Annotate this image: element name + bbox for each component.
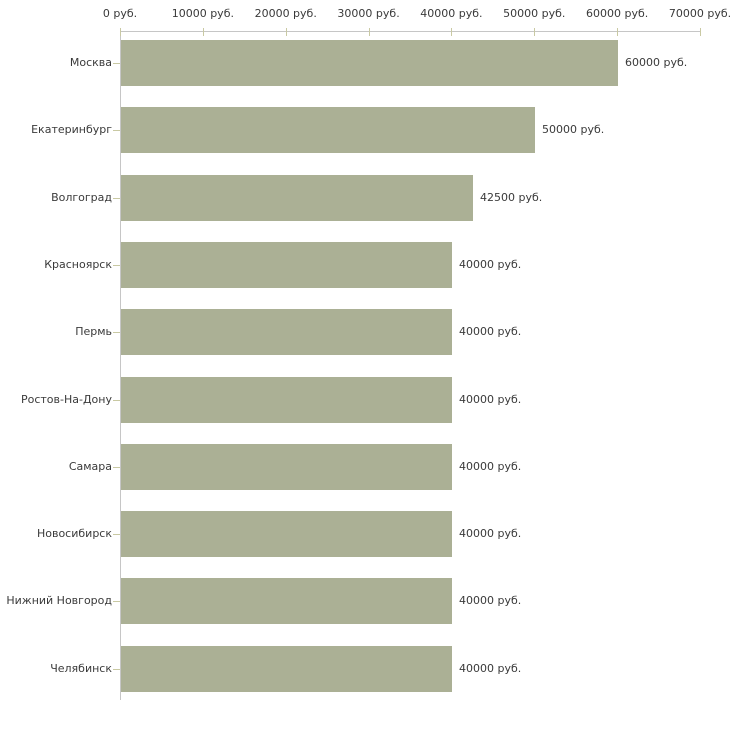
value-label: 42500 руб.: [480, 190, 543, 204]
category-label: Красноярск: [44, 257, 112, 271]
x-axis-tick-mark: [120, 28, 121, 36]
y-axis-tick-mark: [113, 400, 120, 401]
y-axis-tick-mark: [113, 467, 120, 468]
category-label: Ростов-На-Дону: [20, 392, 112, 406]
y-axis-line: [120, 31, 121, 700]
x-axis-tick-label: 0 руб.: [102, 7, 138, 20]
y-axis-tick-mark: [113, 198, 120, 199]
bar: [121, 578, 452, 625]
value-label: 40000 руб.: [459, 527, 522, 541]
y-axis-tick-mark: [113, 265, 120, 266]
category-label: Пермь: [75, 325, 112, 339]
value-label: 40000 руб.: [459, 459, 522, 473]
value-label: 40000 руб.: [459, 257, 522, 271]
bar: [121, 443, 452, 490]
x-axis-tick-mark: [202, 28, 204, 36]
x-axis-tick-mark: [368, 28, 370, 36]
category-label: Волгоград: [51, 190, 112, 204]
category-label: Нижний Новгород: [6, 594, 112, 608]
y-axis-tick-mark: [113, 669, 120, 670]
x-axis-tick-label: 20000 руб.: [254, 7, 317, 20]
x-axis-tick-mark: [451, 28, 453, 36]
y-axis-tick-mark: [113, 534, 120, 535]
category-label: Самара: [68, 459, 112, 473]
bar: [121, 309, 452, 356]
value-label: 40000 руб.: [459, 392, 522, 406]
x-axis-tick-label: 10000 руб.: [171, 7, 234, 20]
value-label: 60000 руб.: [625, 56, 688, 69]
x-axis-tick-label: 30000 руб.: [337, 7, 400, 20]
bar: [121, 645, 452, 692]
bar: [121, 376, 452, 423]
category-label: Москва: [69, 56, 112, 69]
category-label: Новосибирск: [36, 527, 112, 541]
x-axis-tick-label: 70000 руб.: [668, 7, 730, 20]
bar: [121, 40, 618, 86]
x-axis-tick-mark: [617, 28, 619, 36]
bar: [121, 174, 473, 221]
value-label: 40000 руб.: [459, 325, 522, 339]
value-label: 40000 руб.: [459, 594, 522, 608]
x-axis-tick-mark: [285, 28, 287, 36]
x-axis-tick-mark: [700, 28, 701, 36]
bar: [121, 241, 452, 288]
value-label: 50000 руб.: [542, 123, 605, 137]
x-axis-tick-label: 60000 руб.: [586, 7, 649, 20]
y-axis-tick-mark: [113, 601, 120, 602]
x-axis-line: [120, 31, 701, 32]
category-label: Челябинск: [50, 661, 112, 675]
value-label: 40000 руб.: [459, 661, 522, 675]
y-axis-tick-mark: [113, 130, 120, 131]
bar: [121, 107, 535, 154]
x-axis-tick-label: 50000 руб.: [503, 7, 566, 20]
y-axis-tick-mark: [113, 63, 120, 64]
x-axis-tick-mark: [534, 28, 536, 36]
bar: [121, 511, 452, 558]
category-label: Екатеринбург: [31, 123, 112, 137]
x-axis-tick-label: 40000 руб.: [420, 7, 483, 20]
y-axis-tick-mark: [113, 332, 120, 333]
